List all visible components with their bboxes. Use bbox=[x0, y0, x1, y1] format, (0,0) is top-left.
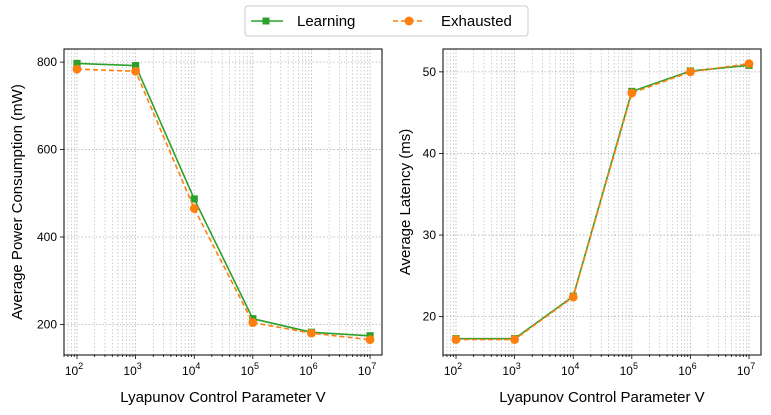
power-x-axis-label: Lyapunov Control Parameter V bbox=[120, 389, 325, 406]
power-point-learning bbox=[190, 195, 198, 203]
latency-x-axis-label: Lyapunov Control Parameter V bbox=[499, 389, 704, 406]
power-x-tick-label: 102 bbox=[65, 361, 83, 378]
latency-x-tick-label: 107 bbox=[737, 361, 755, 378]
legend-marker-learning bbox=[262, 17, 270, 25]
latency-point-exhausted bbox=[568, 292, 578, 302]
latency-y-axis-label: Average Latency (ms) bbox=[397, 129, 414, 275]
power-x-tick-label: 105 bbox=[241, 361, 259, 378]
power-y-tick-label: 400 bbox=[37, 230, 57, 244]
latency-chart: 102 103 104 105 106 107 20 30 40 50 Lyapunov Cont… bbox=[397, 48, 762, 406]
power-y-axis-label: Average Power Consumption (mW) bbox=[9, 84, 26, 320]
power-point-learning bbox=[132, 62, 140, 70]
latency-series bbox=[451, 59, 754, 344]
latency-x-tick-label: 105 bbox=[620, 361, 638, 378]
latency-grid bbox=[442, 49, 761, 355]
latency-y-tick-label: 30 bbox=[423, 228, 437, 242]
power-x-tick-label: 103 bbox=[123, 361, 141, 378]
power-point-exhausted bbox=[189, 204, 199, 213]
power-point-exhausted bbox=[248, 318, 258, 328]
power-x-tick-label: 106 bbox=[299, 361, 317, 378]
legend-label-learning: Learning bbox=[297, 13, 355, 30]
latency-ticks: 102 103 104 105 106 107 20 30 40 50 bbox=[423, 65, 756, 378]
latency-y-tick-label: 50 bbox=[423, 65, 437, 79]
latency-x-tick-label: 103 bbox=[502, 361, 520, 378]
legend: Learning Exhausted bbox=[244, 5, 529, 37]
latency-series-line-exhausted bbox=[456, 62, 750, 341]
latency-point-exhausted bbox=[627, 88, 637, 98]
power-y-tick-label: 200 bbox=[37, 317, 57, 331]
latency-y-tick-label: 20 bbox=[423, 310, 437, 324]
latency-series-line-learning bbox=[456, 64, 750, 340]
legend-label-exhausted: Exhausted bbox=[441, 13, 512, 30]
latency-x-tick-label: 102 bbox=[444, 361, 462, 378]
power-series-line-learning bbox=[76, 62, 371, 337]
latency-plot-frame bbox=[442, 48, 762, 356]
power-y-tick-label: 800 bbox=[37, 55, 57, 69]
power-y-tick-label: 600 bbox=[37, 143, 57, 157]
power-plot-frame bbox=[63, 48, 383, 356]
power-series bbox=[72, 59, 375, 345]
power-grid bbox=[63, 49, 382, 355]
power-point-exhausted bbox=[72, 64, 82, 74]
power-point-exhausted bbox=[131, 66, 141, 76]
latency-x-tick-label: 106 bbox=[678, 361, 696, 378]
legend-item-learning: Learning bbox=[251, 13, 355, 30]
latency-point-exhausted bbox=[744, 59, 754, 69]
legend-frame bbox=[244, 5, 529, 37]
power-point-learning bbox=[73, 59, 81, 68]
latency-point-exhausted bbox=[686, 67, 695, 77]
legend-item-exhausted: Exhausted bbox=[393, 13, 512, 30]
power-point-exhausted bbox=[365, 335, 375, 345]
power-chart: 102 103 104 105 106 107 200 400 600 800 Lyapunov … bbox=[9, 48, 383, 406]
latency-point-exhausted bbox=[451, 335, 461, 344]
power-point-exhausted bbox=[307, 328, 316, 338]
power-ticks: 102 103 104 105 106 107 200 400 600 800 bbox=[37, 55, 376, 378]
latency-y-tick-label: 40 bbox=[423, 146, 437, 160]
power-x-tick-label: 107 bbox=[358, 361, 376, 378]
legend-marker-exhausted bbox=[404, 16, 414, 26]
power-series-line-exhausted bbox=[76, 68, 371, 341]
power-x-tick-label: 104 bbox=[182, 361, 200, 378]
latency-point-exhausted bbox=[510, 335, 520, 344]
latency-x-tick-label: 104 bbox=[561, 361, 579, 378]
